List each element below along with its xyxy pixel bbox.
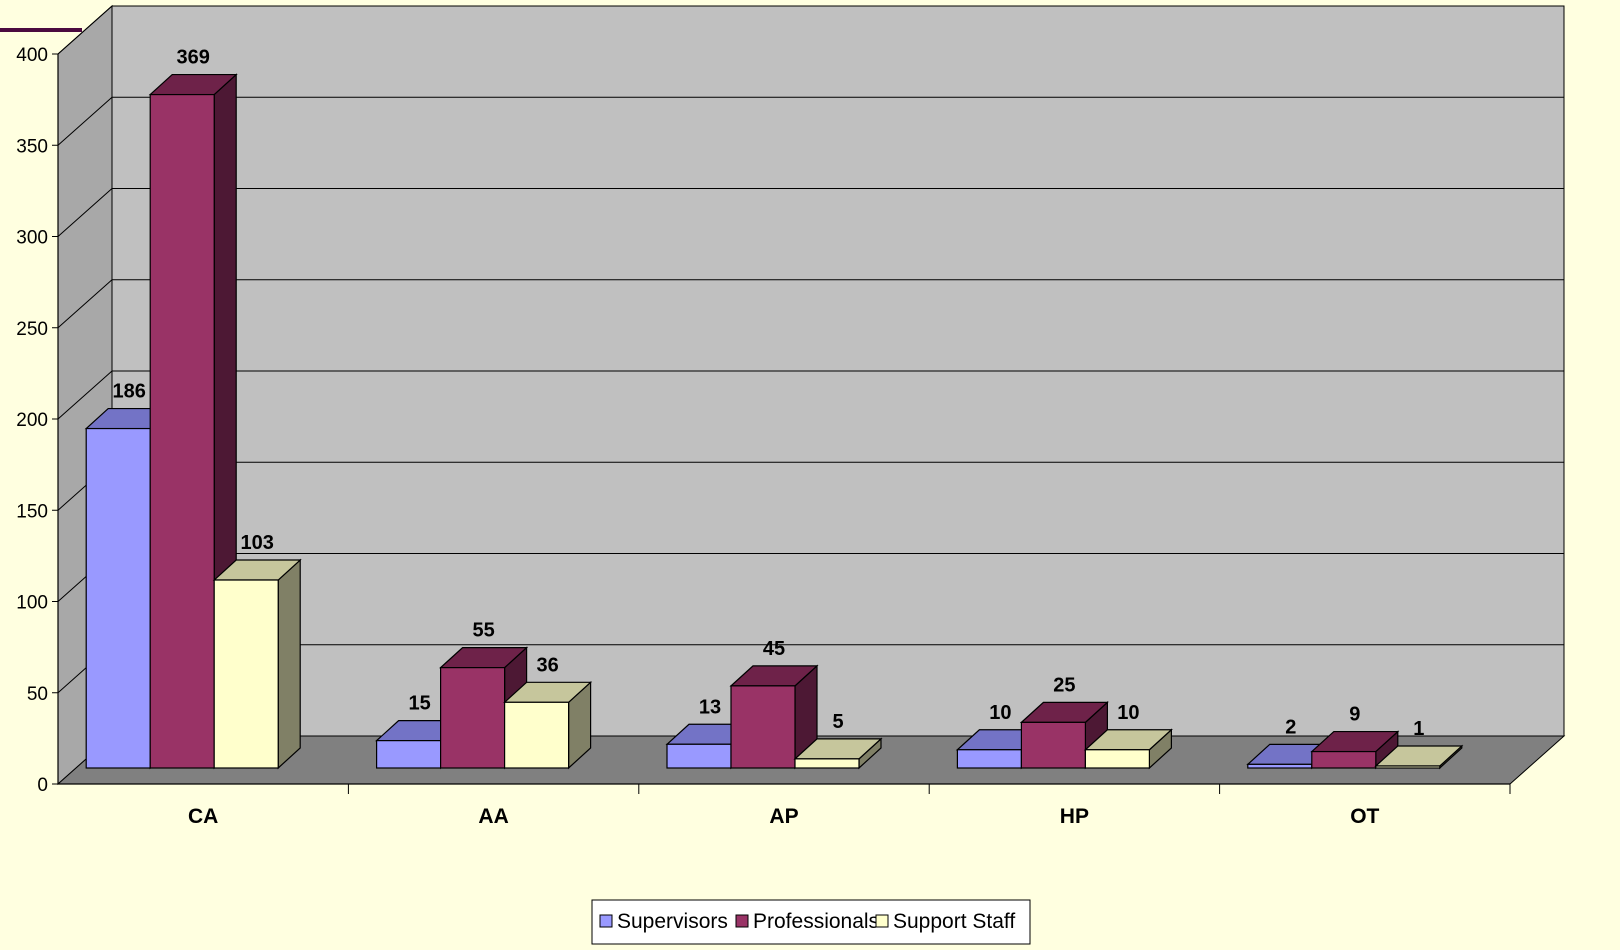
data-label: 10 [989, 702, 1011, 724]
data-label: 369 [177, 47, 210, 69]
legend-box [591, 899, 1031, 945]
data-label: 13 [699, 696, 721, 718]
accent-bar [0, 28, 82, 32]
bar-supervisors [666, 743, 732, 769]
data-label: 10 [1117, 702, 1139, 724]
y-tick-label: 350 [16, 136, 48, 157]
y-tick-label: 400 [16, 45, 48, 66]
bar-professionals [149, 93, 215, 769]
gridline [57, 96, 1564, 146]
data-label: 2 [1285, 716, 1296, 738]
bar-supervisors [1247, 763, 1313, 769]
data-label: 45 [763, 638, 785, 660]
bar-supervisors [956, 749, 1023, 769]
legend-swatch [599, 914, 613, 928]
data-label: 25 [1053, 674, 1075, 696]
chart-axes: 0 50 100 150 200 250 300 350 400 CA AA AP HP OT [16, 45, 1511, 828]
legend-label: Supervisors [617, 910, 728, 933]
bar-side-support-staff [277, 558, 301, 770]
gridline [57, 5, 1564, 55]
x-tick-label: CA [188, 805, 218, 828]
bar-professionals [440, 667, 506, 769]
legend-swatch [875, 914, 889, 928]
chart-data-labels: 186 369 103 15 55 36 13 45 5 10 25 10 2 9 1 [113, 47, 1425, 740]
gridline [57, 279, 1564, 329]
bar-support-staff [213, 579, 279, 769]
x-tick-label: OT [1350, 805, 1379, 828]
y-tick-label: 50 [27, 684, 48, 705]
bar-professionals [1311, 750, 1377, 769]
data-label: 103 [241, 532, 274, 554]
bar-support-staff [1375, 765, 1441, 769]
data-label: 1 [1413, 718, 1424, 740]
bar-support-staff [1084, 749, 1151, 769]
data-label: 36 [536, 654, 558, 676]
gridline [57, 370, 1564, 420]
bar-support-staff [794, 758, 860, 769]
legend-label: Support Staff [893, 910, 1015, 933]
y-tick-label: 100 [16, 593, 48, 614]
bar-professionals [1020, 721, 1087, 769]
x-tick-label: HP [1060, 805, 1089, 828]
data-label: 15 [408, 693, 430, 715]
chart-bars [84, 73, 1464, 770]
bar-support-staff [504, 701, 570, 769]
bar-professionals [730, 685, 796, 769]
x-tick-label: AA [478, 805, 508, 828]
y-tick-label: 200 [16, 410, 48, 431]
chart-legend: Supervisors Professionals Support Staff [591, 899, 1031, 945]
data-label: 186 [113, 381, 146, 403]
data-label: 5 [832, 711, 843, 733]
y-tick-label: 300 [16, 228, 48, 249]
y-tick-label: 0 [37, 775, 48, 796]
bar-supervisors [376, 740, 442, 769]
legend-swatch [735, 914, 749, 928]
data-label: 55 [472, 620, 494, 642]
x-tick-label: AP [769, 805, 798, 828]
data-label: 9 [1349, 704, 1360, 726]
gridline [57, 188, 1564, 237]
y-tick-label: 250 [16, 319, 48, 340]
bar-supervisors [85, 427, 151, 769]
legend-label: Professionals [753, 910, 879, 933]
y-tick-label: 150 [16, 501, 48, 522]
